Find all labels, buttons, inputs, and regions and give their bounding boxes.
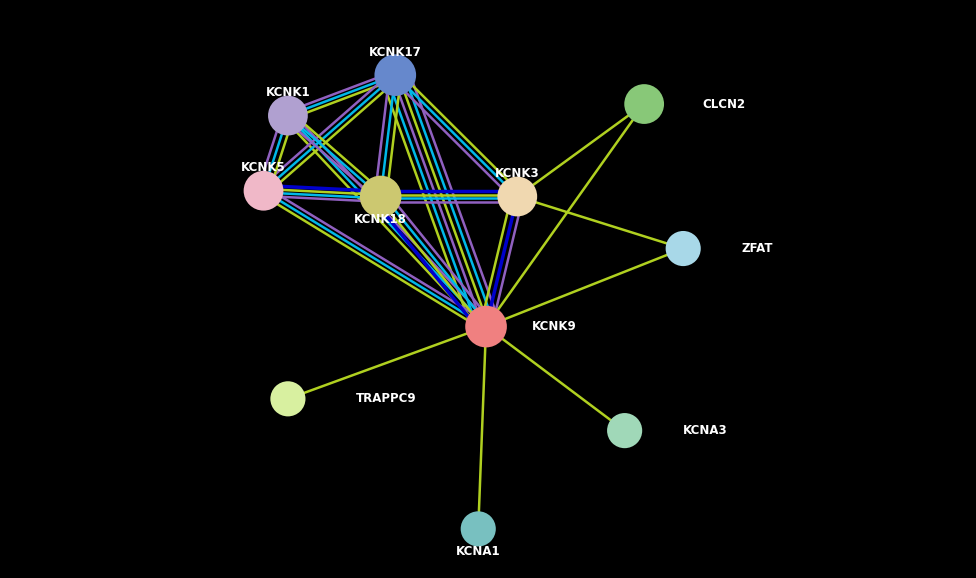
- Point: [373, 192, 388, 201]
- Point: [478, 322, 494, 331]
- Text: TRAPPC9: TRAPPC9: [356, 392, 417, 405]
- Point: [675, 244, 691, 253]
- Text: KCNK5: KCNK5: [241, 161, 286, 174]
- Text: CLCN2: CLCN2: [703, 98, 746, 110]
- Text: ZFAT: ZFAT: [742, 242, 773, 255]
- Point: [256, 186, 271, 195]
- Text: KCNK3: KCNK3: [495, 167, 540, 180]
- Point: [470, 524, 486, 533]
- Point: [387, 71, 403, 80]
- Point: [636, 99, 652, 109]
- Point: [509, 192, 525, 201]
- Text: KCNK18: KCNK18: [354, 213, 407, 226]
- Text: KCNA3: KCNA3: [683, 424, 728, 437]
- Point: [280, 394, 296, 403]
- Text: KCNA1: KCNA1: [456, 546, 501, 558]
- Text: KCNK1: KCNK1: [265, 86, 310, 99]
- Text: KCNK17: KCNK17: [369, 46, 422, 58]
- Point: [280, 111, 296, 120]
- Point: [617, 426, 632, 435]
- Text: KCNK9: KCNK9: [532, 320, 577, 333]
